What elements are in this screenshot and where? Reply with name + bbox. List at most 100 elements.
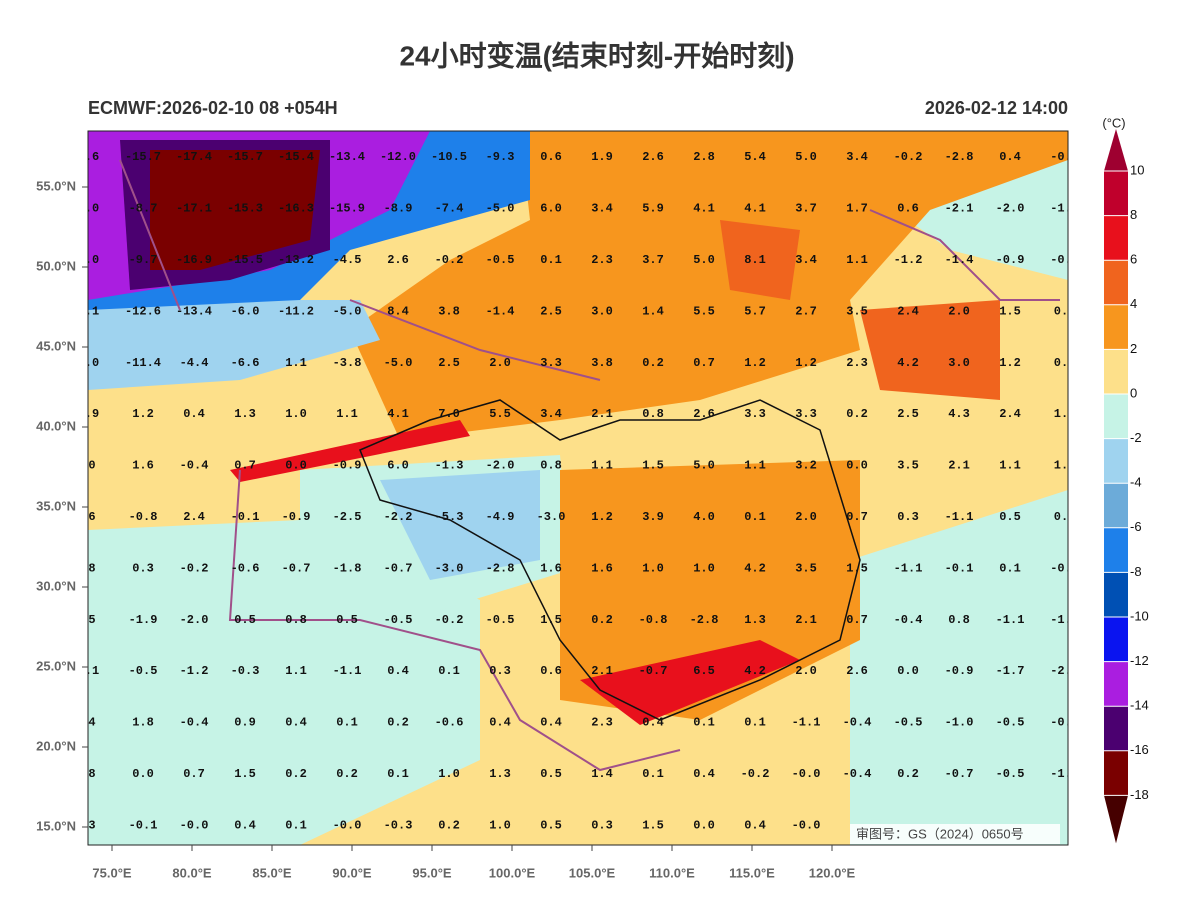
grid-value: 1.1 [285, 356, 307, 370]
grid-value: 2.5 [540, 304, 562, 318]
grid-value: 2.4 [183, 510, 205, 524]
grid-value: 0.2 [846, 407, 868, 421]
grid-value: 5.5 [489, 407, 511, 421]
grid-value: 3 [88, 818, 95, 832]
grid-value: 0.4 [744, 818, 766, 832]
colorbar-band [1104, 617, 1128, 662]
grid-value: 0.1 [336, 716, 358, 730]
colorbar-band [1104, 572, 1128, 617]
grid-value: 1. [1054, 459, 1068, 473]
grid-value: 0.4 [999, 150, 1021, 164]
grid-value: 0.3 [897, 510, 919, 524]
grid-value: 1.4 [591, 767, 613, 781]
colorbar-label: 6 [1130, 252, 1137, 267]
colorbar-label: 0 [1130, 385, 1137, 400]
map-field [88, 131, 1068, 845]
grid-value: -5.0 [384, 356, 413, 370]
grid-value: 2.0 [795, 510, 817, 524]
grid-value: 1.6 [132, 459, 154, 473]
grid-value: -0.5 [996, 716, 1025, 730]
grid-value: 2.1 [948, 459, 970, 473]
grid-value: -0.1 [945, 561, 974, 575]
grid-value: 0.4 [642, 716, 664, 730]
grid-value: -11.4 [125, 356, 161, 370]
grid-value: -0.4 [180, 459, 209, 473]
grid-value: 0.2 [642, 356, 664, 370]
grid-value: 1.7 [846, 202, 868, 216]
grid-value: 0.0 [285, 459, 307, 473]
title: 24小时变温(结束时刻-开始时刻) [399, 39, 794, 71]
review-stamp: 审图号：GS（2024）0650号 [856, 826, 1024, 841]
grid-value: 0. [1054, 304, 1068, 318]
lon-tick-label: 80.0°E [172, 865, 212, 880]
grid-value: 5.4 [744, 150, 766, 164]
grid-value: 1.1 [999, 459, 1021, 473]
grid-value: -1.4 [486, 304, 515, 318]
grid-value: 3.8 [438, 304, 460, 318]
grid-value: 6.5 [693, 664, 715, 678]
grid-value: -0.4 [843, 767, 872, 781]
grid-value: 0.0 [132, 767, 154, 781]
colorbar-cap [1104, 129, 1128, 171]
grid-value: 3.0 [948, 356, 970, 370]
valid-time: 2026-02-12 14:00 [925, 98, 1068, 118]
grid-value: 4.1 [693, 202, 715, 216]
grid-value: .6 [85, 150, 99, 164]
grid-value: -1. [1050, 202, 1072, 216]
colorbar-band [1104, 215, 1128, 261]
grid-value: 3.0 [591, 304, 613, 318]
grid-value: -2. [1050, 664, 1072, 678]
colorbar-label: 10 [1130, 162, 1144, 177]
grid-value: -3.0 [435, 561, 464, 575]
lon-tick-label: 115.0°E [729, 865, 775, 880]
colorbar-cap [1104, 795, 1128, 844]
grid-value: 0.8 [948, 613, 970, 627]
colorbar-label: 8 [1130, 207, 1137, 222]
grid-value: 0.7 [183, 767, 205, 781]
grid-value: 1.5 [540, 613, 562, 627]
grid-value: -0.7 [282, 561, 311, 575]
grid-value: 0.2 [387, 716, 409, 730]
grid-value: 1.2 [132, 407, 154, 421]
grid-value: -1.2 [894, 253, 923, 267]
lat-tick-label: 35.0°N [36, 498, 76, 513]
grid-value: 1.6 [540, 561, 562, 575]
grid-value: -3.8 [333, 356, 362, 370]
colorbar-band [1104, 661, 1128, 707]
run-label: ECMWF:2026-02-10 08 +054H [88, 98, 338, 118]
grid-value: -8.9 [384, 202, 413, 216]
grid-value: 0.7 [234, 459, 256, 473]
grid-value: 0.1 [693, 716, 715, 730]
grid-value: 1.3 [234, 407, 256, 421]
grid-value: -15.9 [329, 202, 365, 216]
colorbar-band [1104, 750, 1128, 796]
lon-tick-label: 110.0°E [649, 865, 695, 880]
lat-tick-label: 25.0°N [36, 658, 76, 673]
grid-value: -3.0 [537, 510, 566, 524]
grid-value: 1.9 [591, 150, 613, 164]
grid-value: 1.3 [489, 767, 511, 781]
grid-value: 1.0 [438, 767, 460, 781]
grid-value: 1.0 [693, 561, 715, 575]
grid-value: 3.8 [591, 356, 613, 370]
grid-value: -0. [1050, 150, 1072, 164]
grid-value: -0.2 [741, 767, 770, 781]
grid-value: 2.3 [846, 356, 868, 370]
grid-value: 2.6 [846, 664, 868, 678]
grid-value: 0.7 [846, 613, 868, 627]
grid-value: 3.4 [846, 150, 868, 164]
grid-value: 1.1 [336, 407, 358, 421]
grid-value: 3.5 [846, 304, 868, 318]
grid-value: 3.4 [540, 407, 562, 421]
grid-value: 0.4 [183, 407, 205, 421]
grid-value: 2.5 [438, 356, 460, 370]
grid-value: 0.0 [846, 459, 868, 473]
colorbar-band [1104, 171, 1128, 216]
grid-value: 1.2 [591, 510, 613, 524]
grid-value: 6 [88, 510, 95, 524]
lat-tick-label: 15.0°N [36, 818, 76, 833]
grid-value: 5.5 [693, 304, 715, 318]
lat-tick-label: 50.0°N [36, 258, 76, 273]
grid-value: 2.5 [897, 407, 919, 421]
